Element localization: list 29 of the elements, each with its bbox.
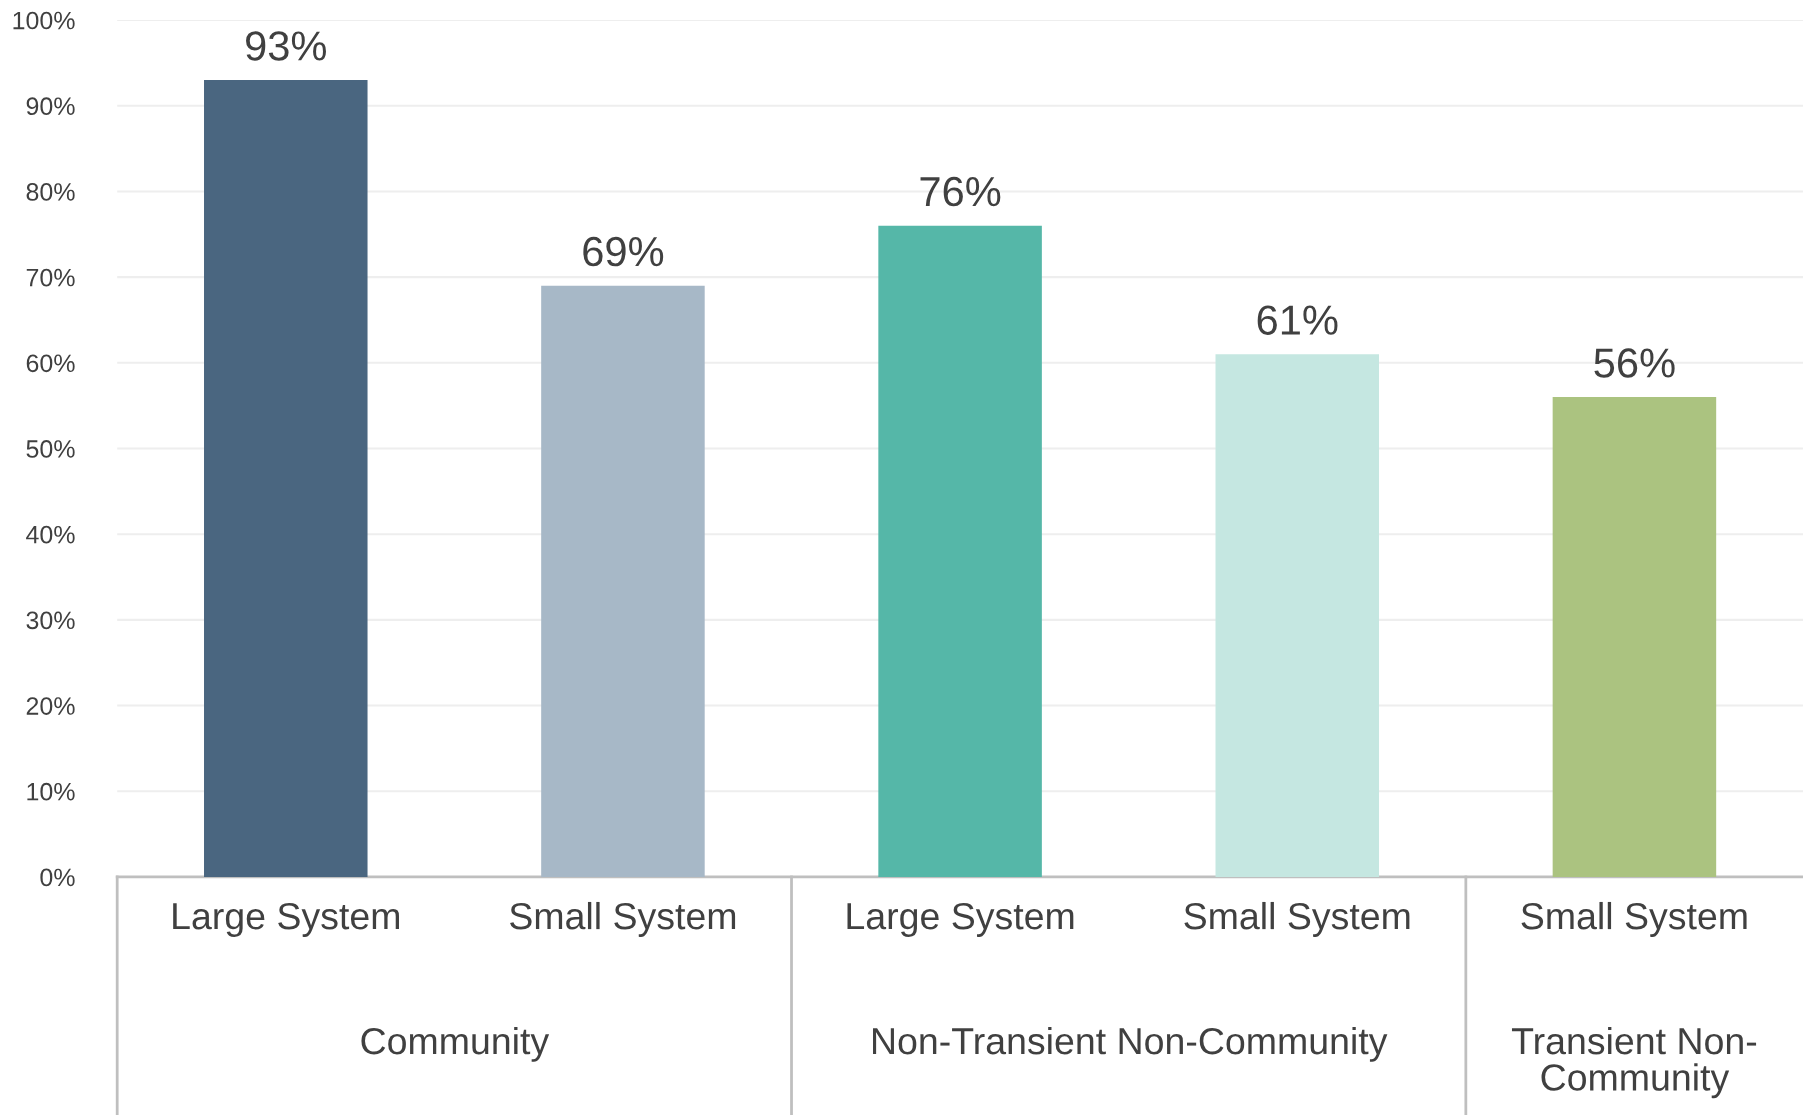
data-label: 93% — [246, 31, 326, 61]
data-label: 61% — [1257, 305, 1338, 335]
bar — [1215, 354, 1380, 877]
y-tick-label: 70% — [26, 268, 75, 287]
x-tick-label: Small System — [1184, 901, 1410, 937]
y-tick-label: 90% — [26, 97, 75, 116]
x-tick-label: Small System — [1521, 901, 1747, 937]
x-tick-label: Small System — [510, 901, 736, 937]
y-tick-label: 10% — [27, 782, 75, 801]
x-tick-label: Large System — [847, 902, 1074, 937]
y-tick-label: 30% — [26, 611, 75, 630]
data-label: 76% — [920, 176, 1001, 207]
x-tick-label: Large System — [173, 902, 399, 937]
bar — [541, 285, 705, 877]
data-label: 56% — [1594, 348, 1675, 378]
y-tick-label: 50% — [26, 440, 75, 458]
text: Non-Transient Non-Community — [873, 1026, 1388, 1062]
bar — [878, 225, 1042, 877]
y-tick-label: 80% — [26, 183, 75, 201]
bar — [204, 80, 368, 877]
y-tick-label: 20% — [26, 697, 75, 715]
y-tick-label: 60% — [26, 354, 75, 373]
text: Community — [361, 1026, 550, 1062]
y-tick-label: 100% — [13, 11, 75, 30]
bar — [1552, 397, 1717, 877]
y-tick-label: 40% — [26, 525, 75, 544]
data-label: 69% — [583, 236, 664, 267]
y-tick-label: 0% — [40, 868, 75, 887]
text: Transient Non- Community — [1511, 1026, 1757, 1099]
